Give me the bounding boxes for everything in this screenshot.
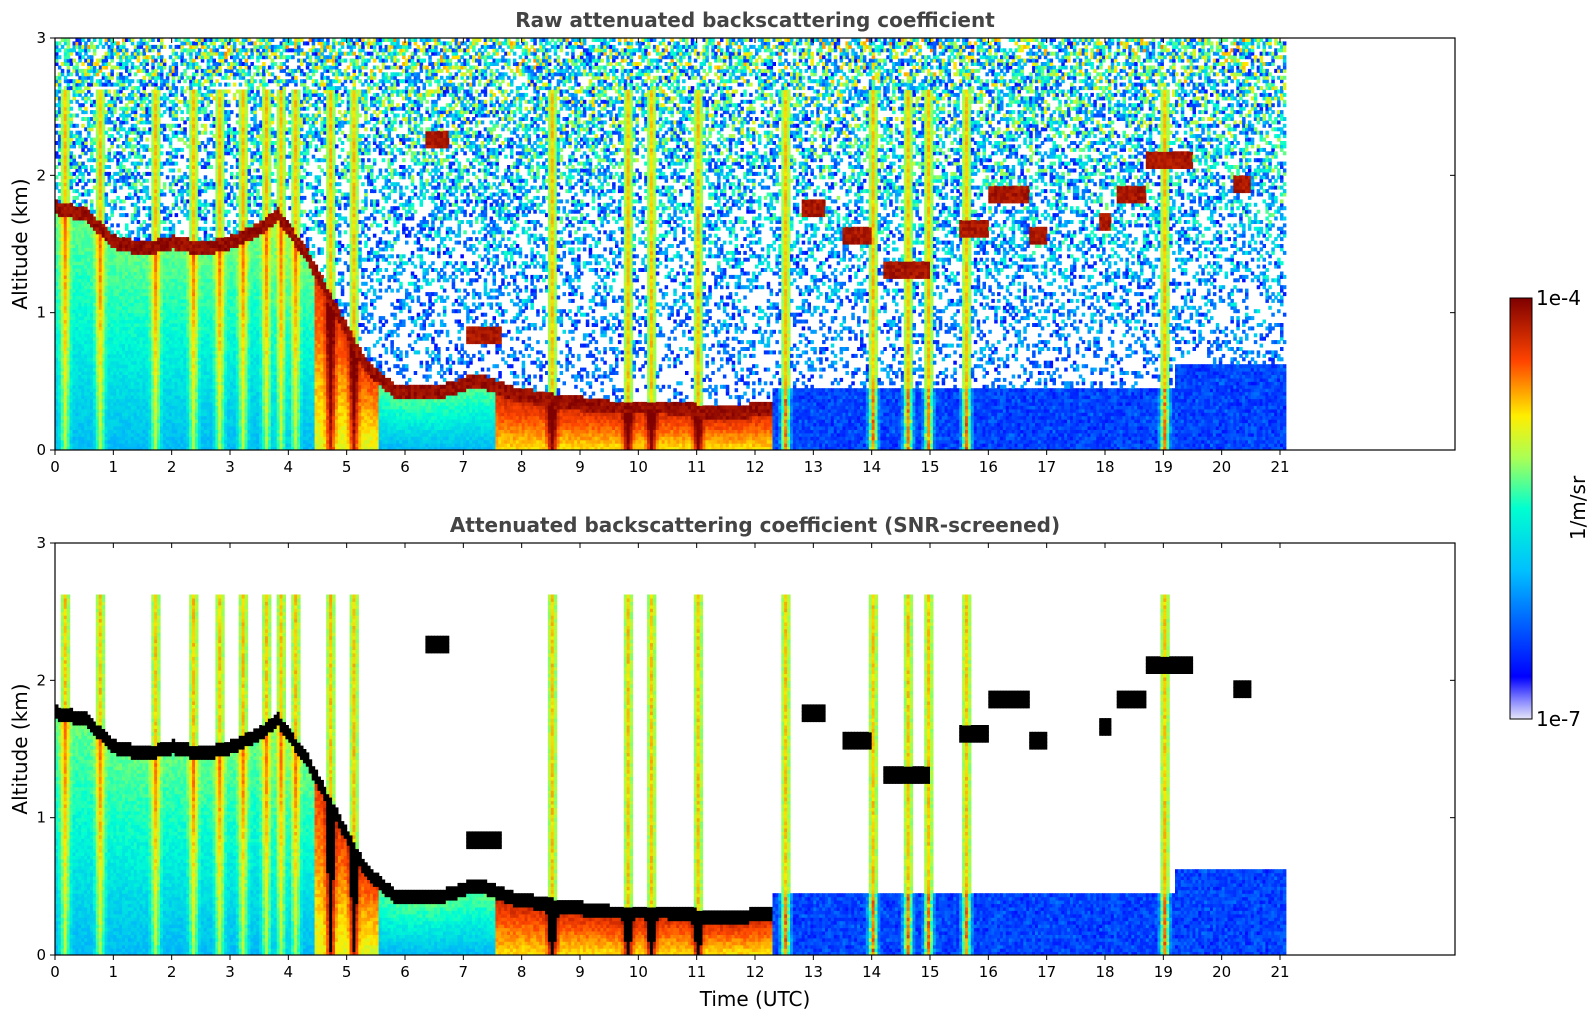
x-tick-label: 18	[1095, 458, 1114, 476]
x-tick-label: 7	[459, 458, 469, 476]
x-tick-label: 9	[575, 963, 585, 981]
x-tick-label: 18	[1095, 963, 1114, 981]
x-tick-label: 6	[400, 458, 410, 476]
x-tick-label: 8	[517, 458, 527, 476]
y-tick-label: 3	[36, 534, 46, 552]
y-tick-label: 2	[36, 166, 46, 184]
x-tick-label: 8	[517, 963, 527, 981]
x-tick-label: 20	[1212, 458, 1231, 476]
y-tick-label: 1	[36, 304, 46, 322]
x-tick-label: 17	[1037, 963, 1056, 981]
x-tick-label: 5	[342, 963, 352, 981]
x-tick-label: 13	[804, 458, 823, 476]
y-tick-label: 3	[36, 29, 46, 47]
x-tick-label: 2	[167, 458, 177, 476]
raw-panel-title: Raw attenuated backscattering coefficien…	[515, 8, 995, 32]
y-tick-label: 0	[36, 946, 46, 964]
y-tick-label: 1	[36, 809, 46, 827]
x-tick-label: 16	[979, 963, 998, 981]
x-tick-label: 12	[745, 963, 764, 981]
y-tick-label: 0	[36, 441, 46, 459]
x-tick-label: 2	[167, 963, 177, 981]
y-tick-label: 2	[36, 671, 46, 689]
snr-heatmap	[55, 594, 1287, 955]
snr-ylabel: Altitude (km)	[8, 683, 32, 814]
x-tick-label: 11	[687, 963, 706, 981]
raw-ylabel: Altitude (km)	[8, 178, 32, 309]
colorbar-min-label: 1e-7	[1536, 707, 1581, 731]
x-tick-label: 13	[804, 963, 823, 981]
raw-panel: Raw attenuated backscattering coefficien…	[8, 8, 1456, 476]
x-tick-label: 3	[225, 458, 235, 476]
x-tick-label: 4	[284, 963, 294, 981]
x-tick-label: 15	[920, 963, 939, 981]
x-tick-label: 19	[1154, 458, 1173, 476]
x-tick-label: 6	[400, 963, 410, 981]
x-tick-label: 1	[109, 963, 119, 981]
raw-heatmap	[55, 38, 1287, 450]
x-tick-label: 5	[342, 458, 352, 476]
colorbar-unit-label: 1/m/sr	[1566, 475, 1590, 540]
x-tick-label: 1	[109, 458, 119, 476]
snr-xlabel: Time (UTC)	[699, 987, 811, 1011]
x-tick-label: 17	[1037, 458, 1056, 476]
x-tick-label: 21	[1270, 458, 1289, 476]
colorbar-max-label: 1e-4	[1536, 286, 1581, 310]
x-tick-label: 14	[862, 458, 881, 476]
x-tick-label: 0	[50, 963, 60, 981]
x-tick-label: 16	[979, 458, 998, 476]
x-tick-label: 3	[225, 963, 235, 981]
x-tick-label: 19	[1154, 963, 1173, 981]
x-tick-label: 11	[687, 458, 706, 476]
colorbar-gradient	[1509, 297, 1533, 720]
x-tick-label: 10	[629, 963, 648, 981]
x-tick-label: 12	[745, 458, 764, 476]
x-tick-label: 10	[629, 458, 648, 476]
x-tick-label: 14	[862, 963, 881, 981]
x-tick-label: 21	[1270, 963, 1289, 981]
x-tick-label: 0	[50, 458, 60, 476]
snr-panel-title: Attenuated backscattering coefficient (S…	[450, 513, 1060, 537]
x-tick-label: 20	[1212, 963, 1231, 981]
x-tick-label: 15	[920, 458, 939, 476]
x-tick-label: 4	[284, 458, 294, 476]
x-tick-label: 7	[459, 963, 469, 981]
snr-panel: Attenuated backscattering coefficient (S…	[8, 513, 1456, 1011]
colorbar: 1e-4 1e-7 1/m/sr	[1509, 286, 1590, 731]
x-tick-label: 9	[575, 458, 585, 476]
